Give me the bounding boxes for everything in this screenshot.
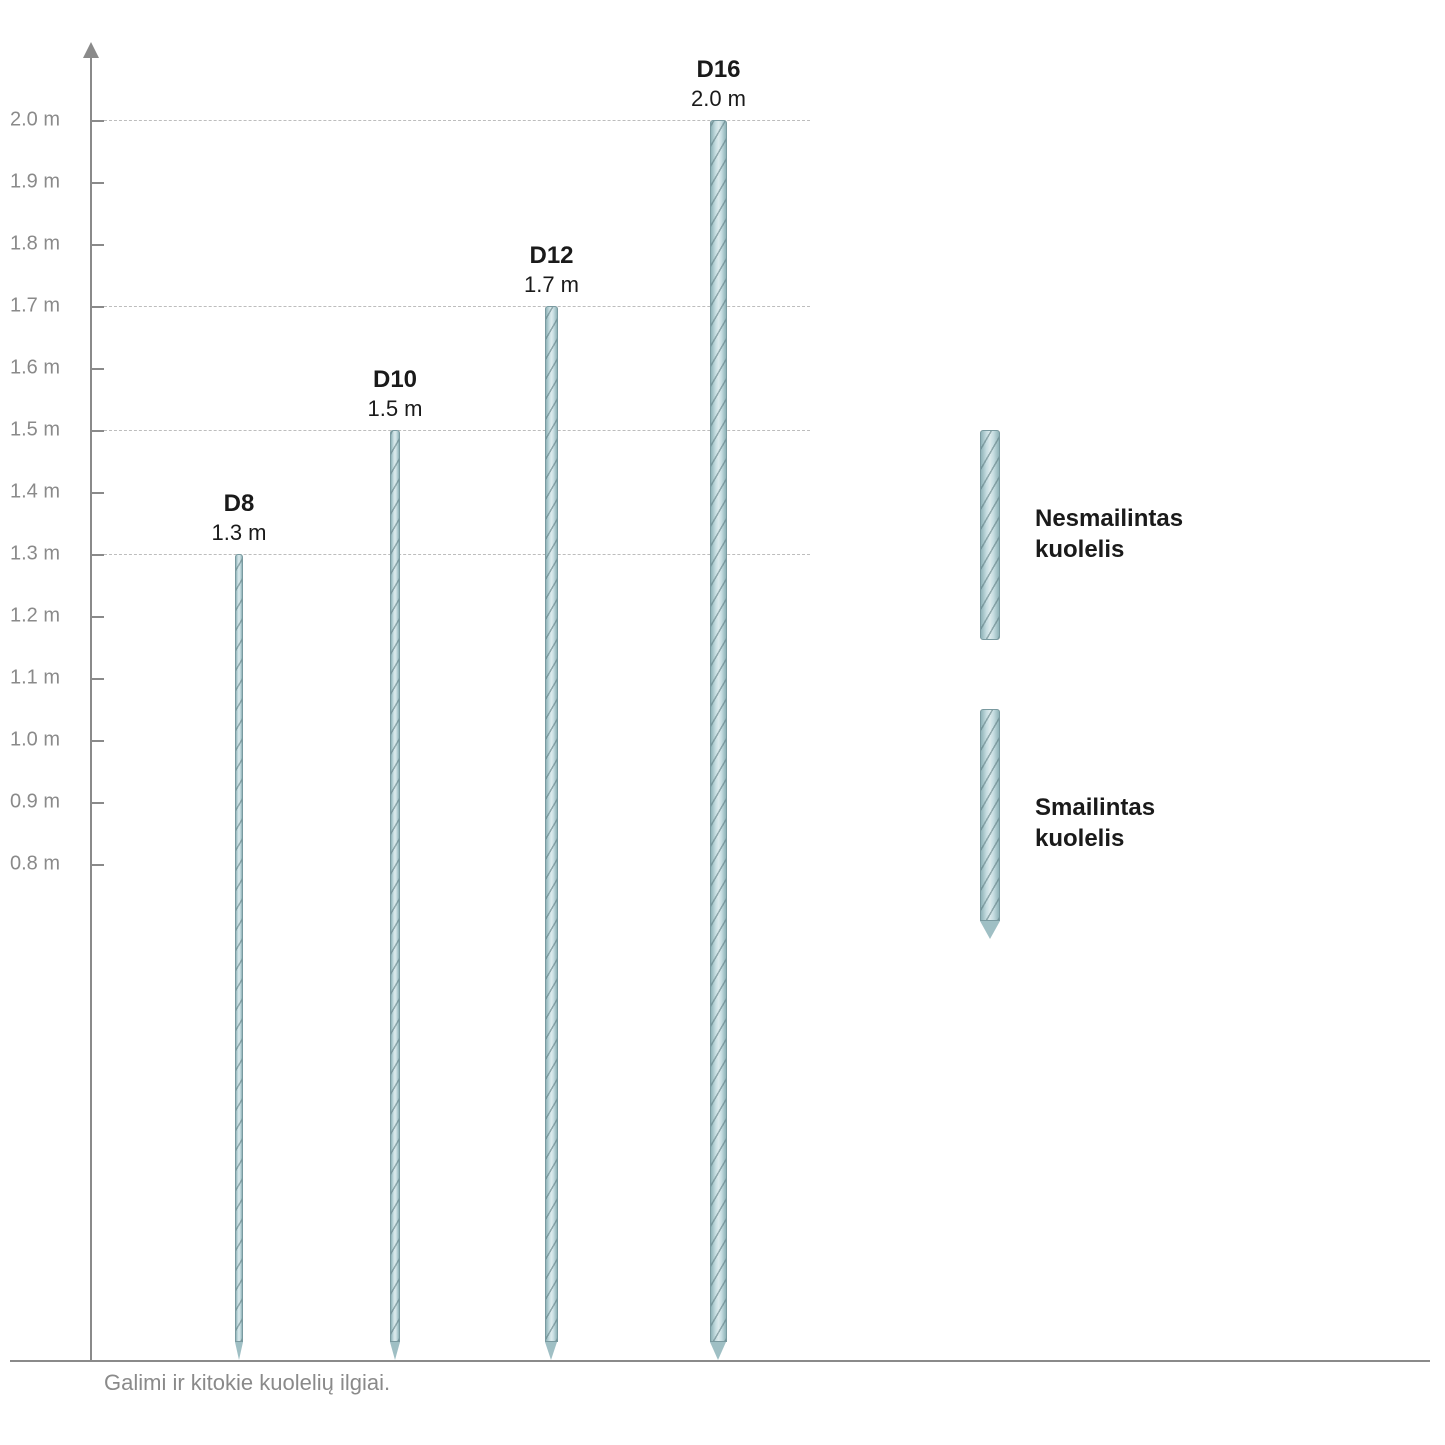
y-tick-label: 1.7 m bbox=[10, 295, 70, 318]
gridline bbox=[104, 430, 810, 431]
y-tick bbox=[90, 430, 104, 432]
y-tick bbox=[90, 554, 104, 556]
chart-area: 0.8 m0.9 m1.0 m1.1 m1.2 m1.3 m1.4 m1.5 m… bbox=[80, 50, 1380, 1380]
legend-label-line: kuolelis bbox=[1035, 534, 1183, 565]
gridline bbox=[104, 306, 810, 307]
y-tick-label: 1.6 m bbox=[10, 357, 70, 380]
stake-length: 1.5 m bbox=[325, 396, 465, 422]
stake-label: D121.7 m bbox=[482, 242, 622, 298]
stake-ribs bbox=[546, 307, 557, 1341]
y-tick-label: 1.3 m bbox=[10, 543, 70, 566]
stake-name: D16 bbox=[649, 56, 789, 84]
x-axis-line bbox=[10, 1360, 1430, 1362]
stake: D81.3 m bbox=[235, 554, 243, 1360]
legend-sample-ribs bbox=[981, 431, 999, 639]
y-tick bbox=[90, 864, 104, 866]
legend-sample-tip-icon bbox=[980, 921, 1000, 939]
y-tick-label: 1.0 m bbox=[10, 729, 70, 752]
stake-length: 2.0 m bbox=[649, 86, 789, 112]
stake-body bbox=[235, 554, 243, 1342]
legend-sample bbox=[980, 709, 1000, 939]
legend-sample bbox=[980, 430, 1000, 640]
y-tick bbox=[90, 492, 104, 494]
y-tick bbox=[90, 244, 104, 246]
y-tick-label: 0.8 m bbox=[10, 853, 70, 876]
gridline bbox=[104, 120, 810, 121]
stake-body bbox=[545, 306, 558, 1342]
stake-tip-icon bbox=[390, 1342, 400, 1360]
y-tick bbox=[90, 368, 104, 370]
stake-tip-icon bbox=[710, 1342, 726, 1360]
stake-length: 1.7 m bbox=[482, 272, 622, 298]
legend-sample-body bbox=[980, 709, 1000, 921]
legend-sample-body bbox=[980, 430, 1000, 640]
stake-length: 1.3 m bbox=[169, 520, 309, 546]
y-tick-label: 1.2 m bbox=[10, 605, 70, 628]
stake-body bbox=[390, 430, 400, 1342]
stake: D121.7 m bbox=[545, 306, 558, 1360]
y-tick bbox=[90, 182, 104, 184]
stake-name: D8 bbox=[169, 490, 309, 518]
y-tick-label: 1.4 m bbox=[10, 481, 70, 504]
y-tick-label: 2.0 m bbox=[10, 109, 70, 132]
gridline bbox=[104, 554, 810, 555]
legend-label-line: Nesmailintas bbox=[1035, 503, 1183, 534]
stake-tip-icon bbox=[235, 1342, 243, 1360]
y-tick bbox=[90, 306, 104, 308]
y-axis-line bbox=[90, 50, 92, 1360]
legend-label-line: kuolelis bbox=[1035, 823, 1155, 854]
stake-label: D162.0 m bbox=[649, 56, 789, 112]
stake-label: D81.3 m bbox=[169, 490, 309, 546]
stake-name: D12 bbox=[482, 242, 622, 270]
y-tick-label: 0.9 m bbox=[10, 791, 70, 814]
footnote-text: Galimi ir kitokie kuolelių ilgiai. bbox=[104, 1370, 390, 1396]
stake: D101.5 m bbox=[390, 430, 400, 1360]
legend-label-line: Smailintas bbox=[1035, 792, 1155, 823]
legend-sample-ribs bbox=[981, 710, 999, 920]
y-tick-label: 1.9 m bbox=[10, 171, 70, 194]
legend-label: Smailintaskuolelis bbox=[1035, 792, 1155, 854]
stake-ribs bbox=[711, 121, 726, 1341]
stake-tip-icon bbox=[545, 1342, 557, 1360]
stake: D162.0 m bbox=[710, 120, 727, 1360]
y-tick bbox=[90, 740, 104, 742]
stake-label: D101.5 m bbox=[325, 366, 465, 422]
y-tick-label: 1.5 m bbox=[10, 419, 70, 442]
y-tick bbox=[90, 678, 104, 680]
y-tick bbox=[90, 802, 104, 804]
stake-name: D10 bbox=[325, 366, 465, 394]
stake-ribs bbox=[236, 555, 242, 1341]
stake-ribs bbox=[391, 431, 399, 1341]
y-tick-label: 1.1 m bbox=[10, 667, 70, 690]
stake-body bbox=[710, 120, 727, 1342]
y-tick bbox=[90, 616, 104, 618]
legend-label: Nesmailintaskuolelis bbox=[1035, 503, 1183, 565]
y-tick-label: 1.8 m bbox=[10, 233, 70, 256]
y-tick bbox=[90, 120, 104, 122]
